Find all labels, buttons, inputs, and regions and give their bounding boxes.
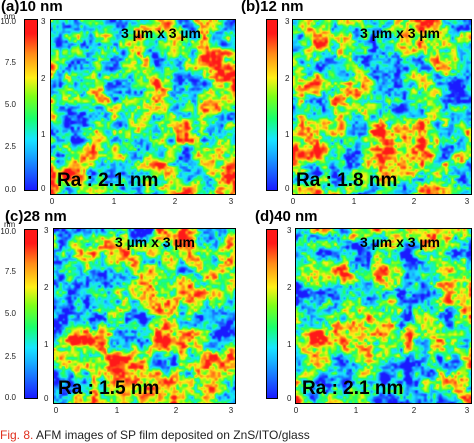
scan-size-label: 3 µm x 3 µm (360, 25, 440, 41)
y-tick: 1 (41, 130, 46, 139)
x-tick: 0 (290, 197, 296, 206)
x-tick: 3 (228, 406, 234, 415)
x-tick: 0 (293, 406, 299, 415)
afm-height-map (292, 19, 472, 195)
afm-height-map (50, 19, 236, 195)
y-tick: 2 (41, 74, 46, 83)
colorbar (24, 229, 38, 399)
x-tick: 1 (114, 406, 120, 415)
y-tick: 0 (285, 184, 290, 193)
y-tick: 3 (287, 226, 292, 235)
x-tick: 3 (228, 197, 234, 206)
y-tick: 3 (285, 17, 290, 26)
x-tick: 1 (351, 197, 357, 206)
x-tick: 3 (464, 406, 470, 415)
y-tick: 1 (287, 340, 292, 349)
colorbar-tick: 2.5 (4, 352, 16, 361)
x-tick: 2 (173, 406, 179, 415)
colorbar-tick: 7.5 (4, 267, 16, 276)
y-tick: 2 (44, 283, 49, 292)
y-tick: 3 (44, 226, 49, 235)
colorbar-tick: 10.0 (0, 227, 16, 236)
x-tick: 1 (353, 406, 359, 415)
scan-size-label: 3 µm x 3 µm (360, 234, 440, 250)
roughness-label: Ra : 1.8 nm (296, 170, 398, 191)
afm-height-map (53, 228, 236, 404)
caption-text: AFM images of SP film deposited on ZnS/I… (33, 428, 310, 442)
figure-caption: Fig. 8. AFM images of SP film deposited … (0, 428, 474, 442)
colorbar-unit: nm (4, 12, 16, 21)
y-tick: 1 (44, 340, 49, 349)
y-tick: 2 (287, 283, 292, 292)
roughness-label: Ra : 2.1 nm (302, 378, 404, 399)
panel-label-d: (d)40 nm (255, 208, 318, 225)
scan-size-label: 3 µm x 3 µm (121, 25, 201, 41)
y-tick: 0 (287, 394, 292, 403)
afm-height-map (295, 228, 472, 404)
colorbar (266, 19, 278, 191)
roughness-label: Ra : 2.1 nm (57, 170, 159, 191)
colorbar-tick: 5.0 (4, 100, 16, 109)
y-tick: 0 (41, 184, 46, 193)
x-tick: 3 (464, 197, 470, 206)
y-tick: 1 (285, 130, 290, 139)
colorbar-tick: 10.0 (0, 17, 16, 26)
colorbar-unit: nm (4, 220, 16, 229)
figure-number: Fig. 8. (0, 428, 34, 442)
colorbar-tick: 5.0 (4, 309, 16, 318)
scan-size-label: 3 µm x 3 µm (115, 234, 195, 250)
y-tick: 0 (44, 394, 49, 403)
colorbar-tick: 0.0 (4, 185, 16, 194)
roughness-label: Ra : 1.5 nm (58, 378, 160, 399)
panel-label-b: (b)12 nm (241, 0, 304, 15)
colorbar (24, 19, 38, 191)
x-tick: 0 (53, 406, 59, 415)
x-tick: 0 (49, 197, 55, 206)
y-tick: 3 (41, 17, 46, 26)
panel-label-a: (a)10 nm (1, 0, 63, 15)
colorbar (266, 229, 278, 399)
colorbar-tick: 7.5 (4, 58, 16, 67)
x-tick: 2 (172, 197, 178, 206)
y-tick: 2 (285, 74, 290, 83)
colorbar-tick: 2.5 (4, 142, 16, 151)
x-tick: 2 (411, 197, 417, 206)
colorbar-tick: 0.0 (4, 393, 16, 402)
x-tick: 2 (411, 406, 417, 415)
panel-label-c: (c)28 nm (5, 208, 67, 225)
x-tick: 1 (111, 197, 117, 206)
